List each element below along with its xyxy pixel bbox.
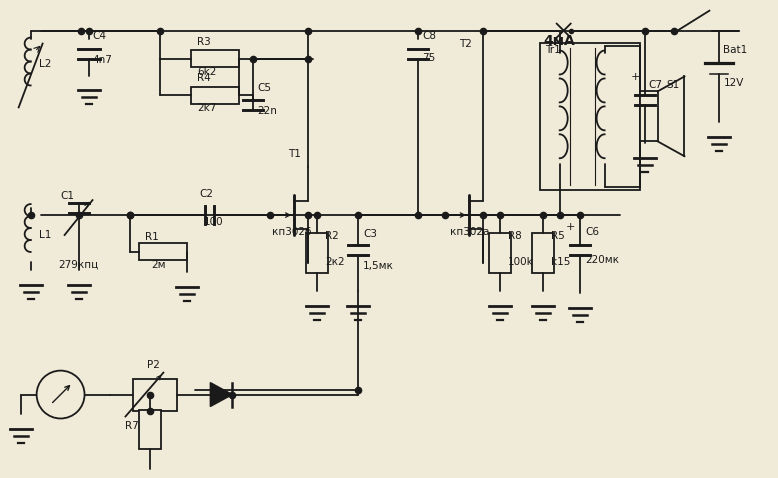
- Text: C7: C7: [649, 80, 663, 90]
- Text: P2: P2: [148, 359, 160, 369]
- Bar: [139, 410, 161, 449]
- Text: L1: L1: [39, 230, 51, 240]
- Bar: [191, 87, 240, 104]
- Text: 2к2: 2к2: [325, 257, 345, 267]
- Text: Bat1: Bat1: [724, 44, 748, 54]
- Bar: [540, 43, 640, 190]
- Polygon shape: [210, 382, 233, 406]
- Text: R8: R8: [508, 231, 521, 241]
- Bar: [489, 233, 511, 273]
- Text: 6k2: 6k2: [198, 66, 217, 76]
- Text: 22n: 22n: [258, 107, 277, 116]
- Text: L2: L2: [39, 58, 51, 68]
- Text: T2: T2: [459, 39, 471, 49]
- Text: C8: C8: [422, 31, 436, 41]
- Text: C3: C3: [363, 229, 377, 239]
- Bar: [191, 50, 240, 67]
- Text: C1: C1: [61, 191, 75, 201]
- Bar: [531, 233, 554, 273]
- Text: R1: R1: [145, 232, 159, 242]
- Text: 100: 100: [203, 217, 223, 227]
- Text: C5: C5: [258, 84, 272, 94]
- Bar: [307, 233, 328, 273]
- Text: кп302а: кп302а: [450, 227, 489, 237]
- Bar: [640, 91, 657, 141]
- Text: 12V: 12V: [724, 78, 744, 88]
- Text: R4: R4: [198, 74, 211, 84]
- Text: 75: 75: [422, 53, 435, 63]
- Text: 100k: 100k: [508, 257, 534, 267]
- Text: 2k7: 2k7: [198, 103, 217, 113]
- Text: 4n7: 4n7: [93, 54, 112, 65]
- Text: 2м: 2м: [152, 260, 166, 270]
- Bar: [139, 243, 187, 261]
- Text: R5: R5: [551, 231, 565, 241]
- Bar: [134, 379, 177, 411]
- Text: R7: R7: [125, 422, 139, 432]
- Text: кп302б: кп302б: [272, 227, 311, 237]
- Text: S1: S1: [667, 80, 680, 90]
- Text: C4: C4: [93, 31, 107, 41]
- Text: C2: C2: [199, 189, 213, 199]
- Text: +: +: [630, 73, 640, 83]
- Text: 220мк: 220мк: [586, 255, 619, 265]
- Text: 4мА: 4мА: [544, 33, 576, 48]
- Text: 279кпц: 279кпц: [58, 260, 99, 270]
- Text: Tr1: Tr1: [545, 44, 560, 54]
- Text: R2: R2: [325, 231, 339, 241]
- Text: R3: R3: [198, 37, 211, 46]
- Text: T1: T1: [288, 149, 301, 159]
- Text: k15: k15: [551, 257, 570, 267]
- Text: C6: C6: [586, 227, 600, 237]
- Text: +: +: [566, 222, 575, 232]
- Circle shape: [37, 370, 85, 418]
- Text: 1,5мк: 1,5мк: [363, 261, 394, 271]
